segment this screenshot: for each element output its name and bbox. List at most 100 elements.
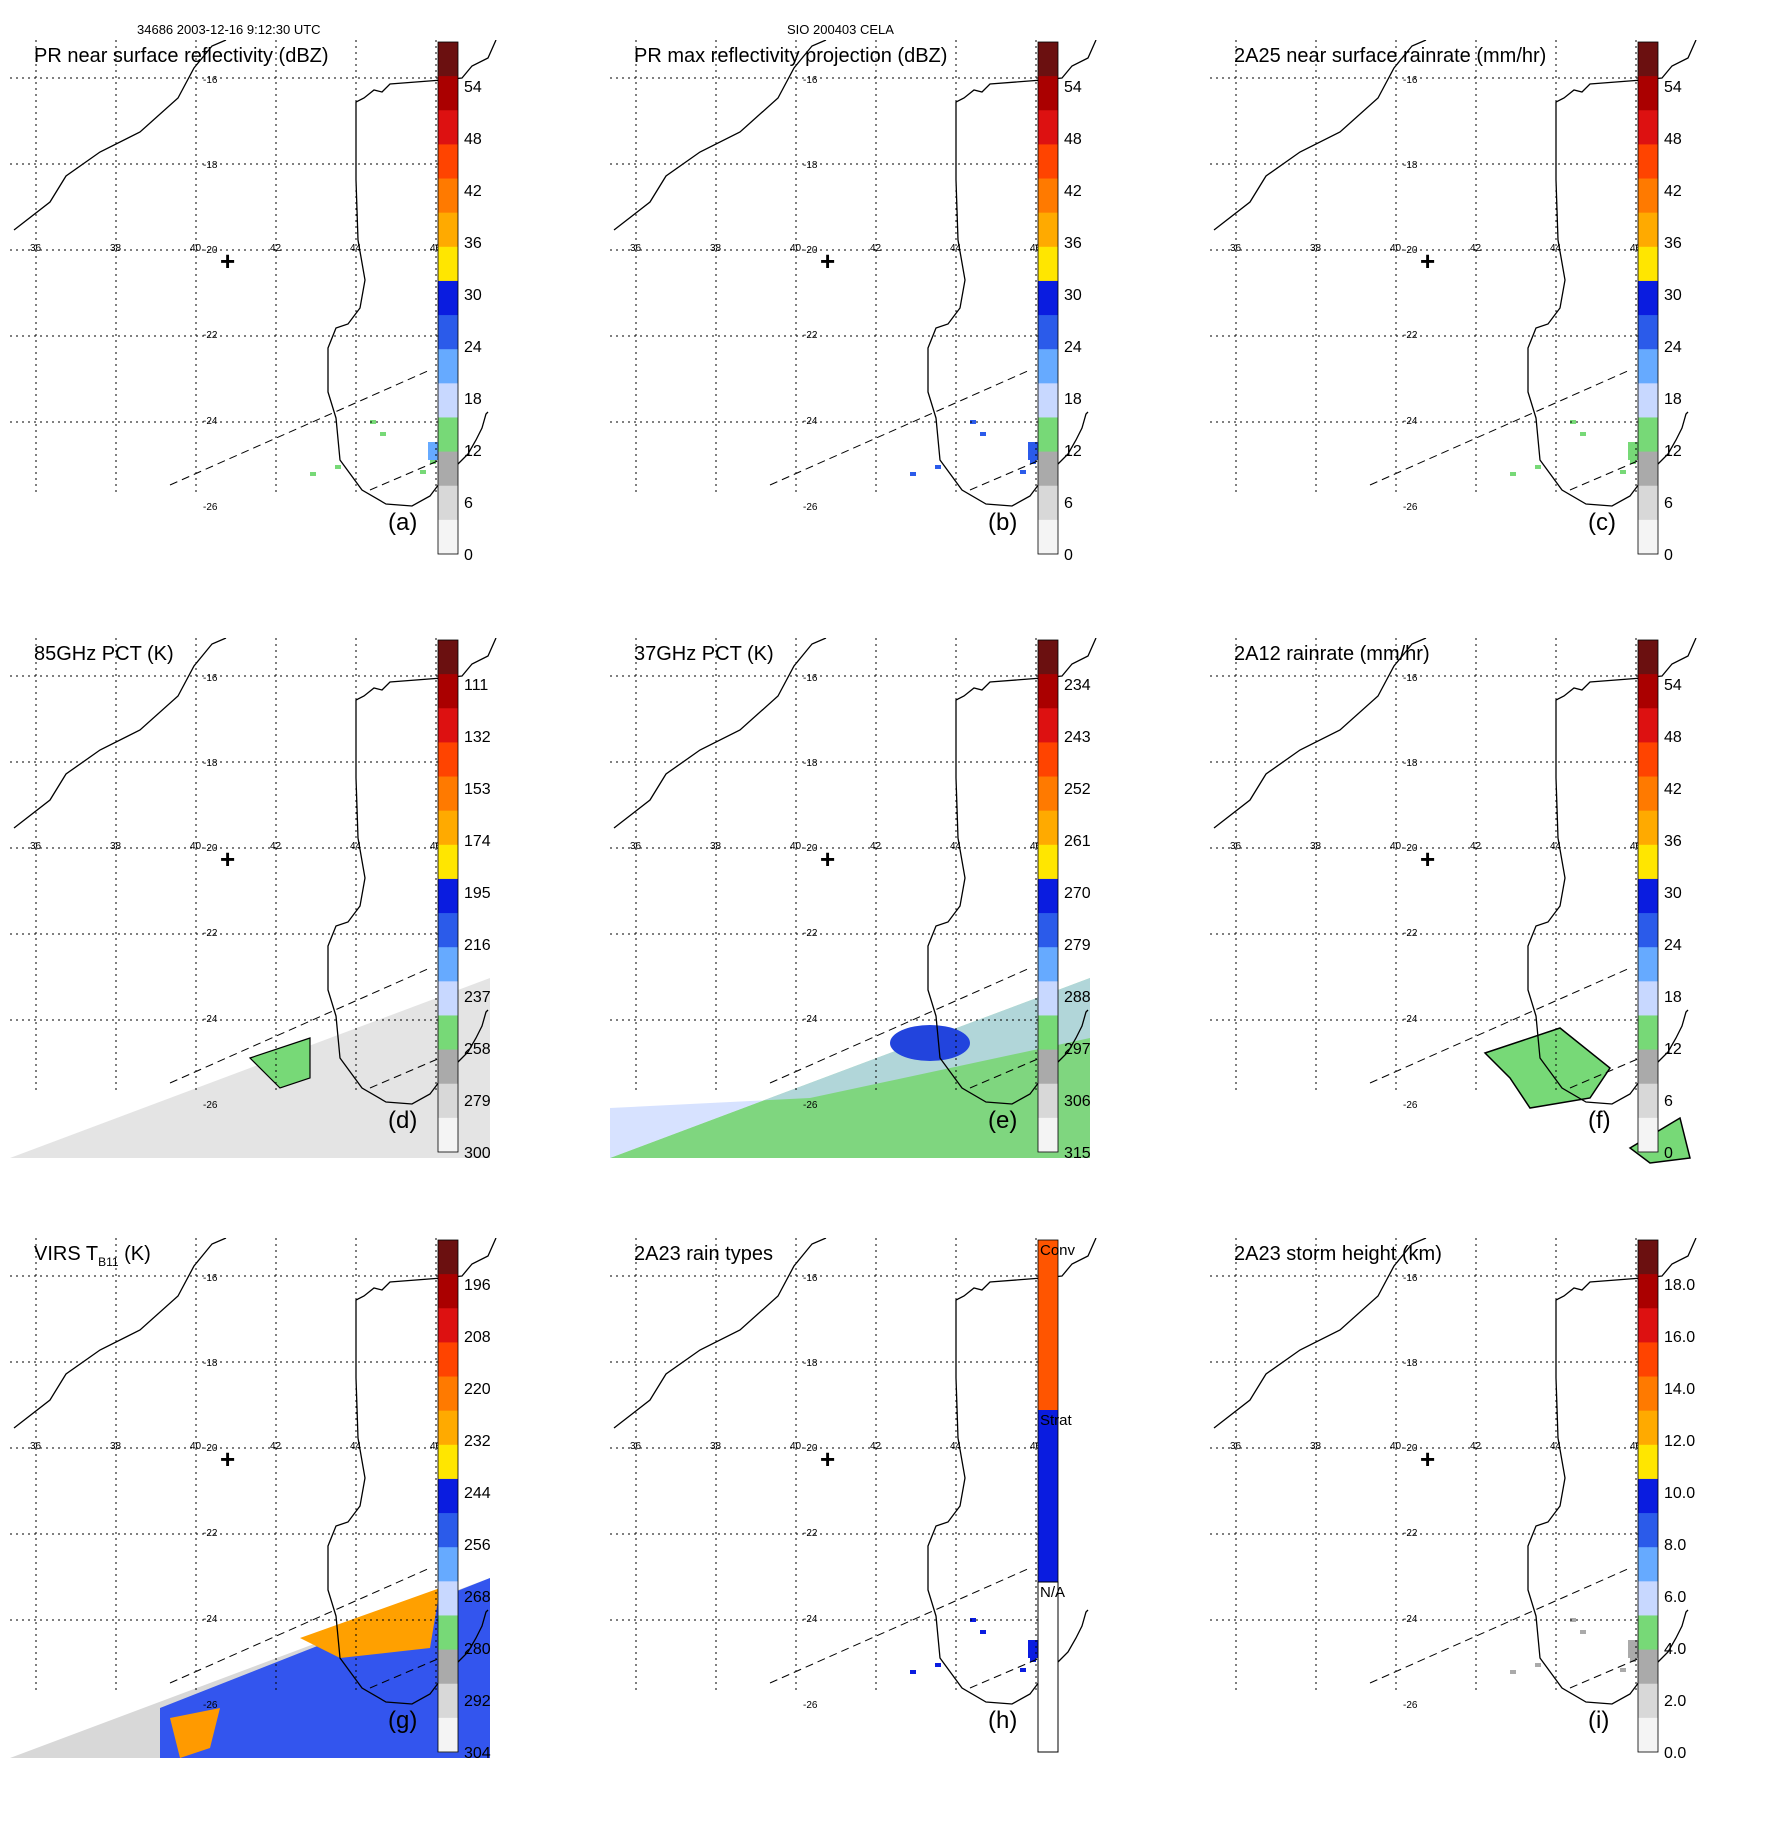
colorbar-label: 288 bbox=[1064, 989, 1091, 1006]
lon-label: 42 bbox=[270, 243, 282, 254]
lat-label: -20 bbox=[803, 1443, 818, 1454]
madagascar-coastline bbox=[927, 40, 1097, 507]
lon-label: 42 bbox=[1470, 243, 1482, 254]
map-svg-i: +36 38 40 42 44 46 -16 -18 -20 -22 -24 -26 18.0 16.0 1… bbox=[1210, 1238, 1697, 1762]
lon-label: 44 bbox=[1550, 841, 1562, 852]
colorbar-label: 270 bbox=[1064, 885, 1091, 902]
africa-coastline bbox=[1213, 1238, 1427, 1429]
lat-label: -26 bbox=[803, 1700, 818, 1711]
lon-label: 36 bbox=[1230, 243, 1242, 254]
colorbar-label: 196 bbox=[464, 1277, 491, 1294]
colorbar-label: 30 bbox=[1664, 287, 1682, 304]
colorbar-label: 232 bbox=[464, 1433, 491, 1450]
lon-label: 44 bbox=[950, 841, 962, 852]
colorbar-label: 292 bbox=[464, 1693, 491, 1710]
center-marker-icon: + bbox=[220, 246, 235, 276]
lat-label: -22 bbox=[203, 330, 218, 341]
lat-label: -16 bbox=[1403, 673, 1418, 684]
colorbar-label: 195 bbox=[464, 885, 491, 902]
colorbar-label: 300 bbox=[464, 1145, 491, 1162]
colorbar-label: 16.0 bbox=[1664, 1329, 1695, 1346]
lat-label: -26 bbox=[1403, 1100, 1418, 1111]
africa-coastline bbox=[1213, 40, 1427, 231]
lat-label: -22 bbox=[1403, 1528, 1418, 1539]
map-svg-h: +36 38 40 42 44 46 -16 -18 -20 -22 -24 -26 Conv Strat… bbox=[610, 1238, 1097, 1753]
colorbar-label: 12 bbox=[1664, 443, 1682, 460]
panel-label: (e) bbox=[988, 1107, 1017, 1134]
colorbar-label: 234 bbox=[1064, 677, 1091, 694]
map-panel-f: +36 38 40 42 44 46 -16 -18 -20 -22 -24 -26 54 48 42 36 3… bbox=[1210, 638, 1771, 1238]
map-svg-a: +36 38 40 42 44 46 -16 -18 -20 -22 -24 -26 54 48 42 36 3… bbox=[10, 40, 497, 564]
lat-label: -26 bbox=[803, 502, 818, 513]
lon-label: 46 bbox=[1630, 1441, 1642, 1452]
map-panel-c: +36 38 40 42 44 46 -16 -18 -20 -22 -24 -26 54 48 42 36 3… bbox=[1210, 40, 1771, 640]
lon-label: 38 bbox=[1310, 841, 1322, 852]
panel-label: (i) bbox=[1588, 1707, 1609, 1734]
madagascar-coastline bbox=[1527, 40, 1697, 507]
lon-label: 36 bbox=[30, 841, 42, 852]
colorbar-label: 30 bbox=[1664, 885, 1682, 902]
lon-label: 38 bbox=[110, 243, 122, 254]
panel-label: (b) bbox=[988, 509, 1017, 536]
lon-label: 40 bbox=[1390, 1441, 1402, 1452]
lon-label: 46 bbox=[1630, 243, 1642, 254]
colorbar-label: 216 bbox=[464, 937, 491, 954]
colorbar-label: 6.0 bbox=[1664, 1589, 1686, 1606]
colorbar-label: 48 bbox=[464, 131, 482, 148]
colorbar-label: 30 bbox=[1064, 287, 1082, 304]
colorbar-label: 12 bbox=[464, 443, 482, 460]
colorbar-label: 244 bbox=[464, 1485, 491, 1502]
lon-label: 46 bbox=[1030, 243, 1042, 254]
colorbar-label: 36 bbox=[1664, 235, 1682, 252]
colorbar-label: 12 bbox=[1664, 1041, 1682, 1058]
lat-label: -24 bbox=[803, 416, 818, 427]
lon-label: 44 bbox=[950, 243, 962, 254]
case-id: SIO 200403 CELA bbox=[787, 22, 894, 37]
lon-label: 40 bbox=[790, 243, 802, 254]
lon-label: 46 bbox=[430, 243, 442, 254]
lat-label: -18 bbox=[1403, 758, 1418, 769]
colorbar-label: 8.0 bbox=[1664, 1537, 1686, 1554]
swath bbox=[10, 978, 490, 1158]
lat-label: -16 bbox=[803, 673, 818, 684]
lon-label: 44 bbox=[350, 841, 362, 852]
colorbar-label: 0 bbox=[1664, 547, 1673, 564]
map-panel-h: +36 38 40 42 44 46 -16 -18 -20 -22 -24 -26 Conv Strat… bbox=[610, 1238, 1210, 1838]
category-label: Strat bbox=[1040, 1412, 1073, 1429]
colorbar-label: 42 bbox=[1064, 183, 1082, 200]
colorbar-label: 42 bbox=[1664, 183, 1682, 200]
africa-coastline bbox=[13, 1238, 227, 1429]
lat-label: -18 bbox=[1403, 160, 1418, 171]
colorbar-label: 261 bbox=[1064, 833, 1091, 850]
lat-label: -24 bbox=[1403, 1614, 1418, 1625]
lon-label: 44 bbox=[1550, 243, 1562, 254]
colorbar-label: 54 bbox=[1664, 79, 1682, 96]
colorbar-label: 18 bbox=[1064, 391, 1082, 408]
colorbar-label: 174 bbox=[464, 833, 491, 850]
colorbar-label: 48 bbox=[1664, 729, 1682, 746]
lat-label: -16 bbox=[203, 673, 218, 684]
lon-label: 38 bbox=[110, 841, 122, 852]
colorbar-label: 48 bbox=[1664, 131, 1682, 148]
colorbar-label: 256 bbox=[464, 1537, 491, 1554]
lat-label: -26 bbox=[203, 1100, 218, 1111]
lat-label: -18 bbox=[203, 758, 218, 769]
panel-title: 2A25 near surface rainrate (mm/hr) bbox=[1234, 45, 1546, 67]
map-svg-d: +36 38 40 42 44 46 -16 -18 -20 -22 -24 -26 111 132 153… bbox=[10, 638, 497, 1162]
lat-label: -24 bbox=[203, 1614, 218, 1625]
lon-label: 38 bbox=[710, 1441, 722, 1452]
lat-label: -24 bbox=[803, 1014, 818, 1025]
lat-label: -24 bbox=[1403, 1014, 1418, 1025]
map-panel-e: +36 38 40 42 44 46 -16 -18 -20 -22 -24 -26 234 243 252… bbox=[610, 638, 1210, 1238]
lon-label: 46 bbox=[1030, 1441, 1042, 1452]
center-marker-icon: + bbox=[220, 1444, 235, 1474]
lat-label: -20 bbox=[803, 245, 818, 256]
lon-label: 42 bbox=[870, 841, 882, 852]
lat-label: -20 bbox=[203, 1443, 218, 1454]
colorbar-label: 24 bbox=[1664, 937, 1682, 954]
lon-label: 38 bbox=[1310, 243, 1322, 254]
colorbar-label: 6 bbox=[464, 495, 473, 512]
colorbar-label: 280 bbox=[464, 1641, 491, 1658]
panel-title: PR near surface reflectivity (dBZ) bbox=[34, 45, 329, 67]
lon-label: 44 bbox=[1550, 1441, 1562, 1452]
